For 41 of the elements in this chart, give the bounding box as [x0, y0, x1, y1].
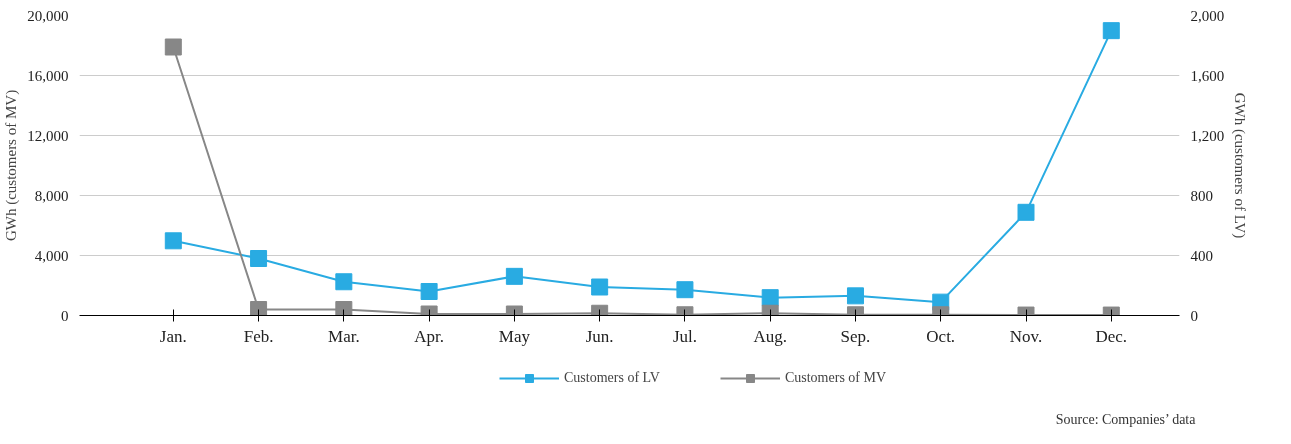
y2-axis-title: GWh (customers of LV) — [1231, 92, 1249, 239]
point — [164, 232, 182, 250]
y2-tick-label: 1,600 — [1190, 67, 1225, 84]
point — [505, 267, 523, 285]
x-tick-label: Aug. — [753, 326, 787, 346]
point — [164, 38, 182, 56]
point — [591, 278, 609, 296]
x-tick-label: Jan. — [159, 326, 187, 346]
point — [1102, 22, 1120, 40]
y2-tick-label: 1,200 — [1190, 127, 1225, 144]
y2-tick-label: 400 — [1190, 247, 1213, 264]
x-tick-label: Dec. — [1095, 326, 1128, 346]
x-tick-label: Mar. — [328, 326, 360, 346]
y-axis-title: GWh (customers of MV) — [3, 89, 21, 242]
legend-label: Customers of MV — [784, 370, 887, 386]
y-tick-label: 12,000 — [27, 127, 69, 144]
y2-tick-label: 0 — [1190, 307, 1198, 324]
x-tick-label: Feb. — [243, 326, 274, 346]
legend-label: Customers of LV — [564, 370, 660, 386]
point — [846, 287, 864, 305]
point — [676, 281, 694, 299]
x-tick-label: Apr. — [414, 326, 444, 346]
y2-tick-label: 800 — [1190, 187, 1213, 204]
point — [761, 289, 779, 307]
y-tick-label: 0 — [61, 307, 69, 324]
point — [250, 250, 268, 267]
x-tick-label: Jul. — [672, 326, 697, 346]
point — [335, 273, 353, 291]
y2-tick-label: 2,000 — [1190, 7, 1225, 24]
x-tick-label: Sep. — [840, 326, 871, 346]
y-tick-label: 16,000 — [27, 67, 69, 84]
point — [420, 283, 438, 300]
x-tick-label: Oct. — [926, 326, 956, 346]
x-tick-label: Nov. — [1009, 326, 1043, 346]
x-tick-label: May — [498, 326, 531, 346]
source-note: Source: Companies’ data — [1055, 411, 1197, 427]
x-tick-label: Jun. — [585, 326, 614, 346]
y-tick-label: 4,000 — [34, 247, 69, 264]
point — [1017, 203, 1035, 221]
y-tick-label: 8,000 — [34, 187, 69, 204]
y-tick-label: 20,000 — [27, 7, 69, 24]
